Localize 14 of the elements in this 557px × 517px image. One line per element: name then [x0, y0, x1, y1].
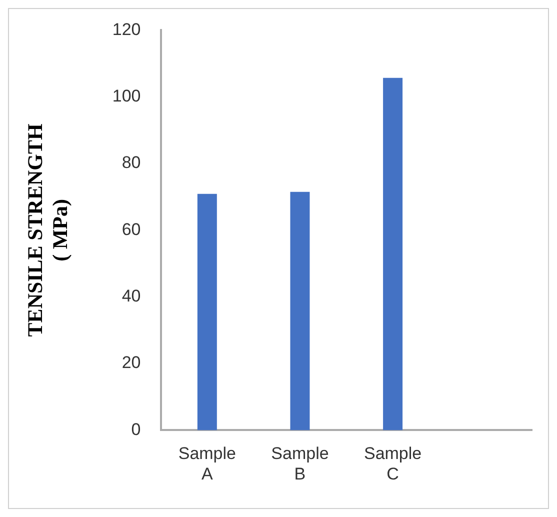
y-tick-label: 100	[112, 86, 141, 106]
y-tick-label: 80	[122, 153, 141, 172]
x-tick-label: Sample A	[178, 444, 236, 484]
bar	[290, 192, 310, 430]
bar	[383, 78, 403, 430]
bar	[197, 194, 217, 430]
x-tick-label: Sample B	[271, 444, 329, 484]
y-tick-label: 120	[112, 20, 141, 39]
y-tick-label: 0	[131, 420, 141, 439]
y-axis-title: TENSILE STRENGTH ( MPa)	[23, 124, 72, 337]
y-tick-label: 60	[122, 220, 141, 239]
y-tick-label: 40	[122, 286, 141, 306]
y-tick-label: 20	[122, 353, 141, 372]
x-tick-label: Sample C	[364, 444, 422, 484]
